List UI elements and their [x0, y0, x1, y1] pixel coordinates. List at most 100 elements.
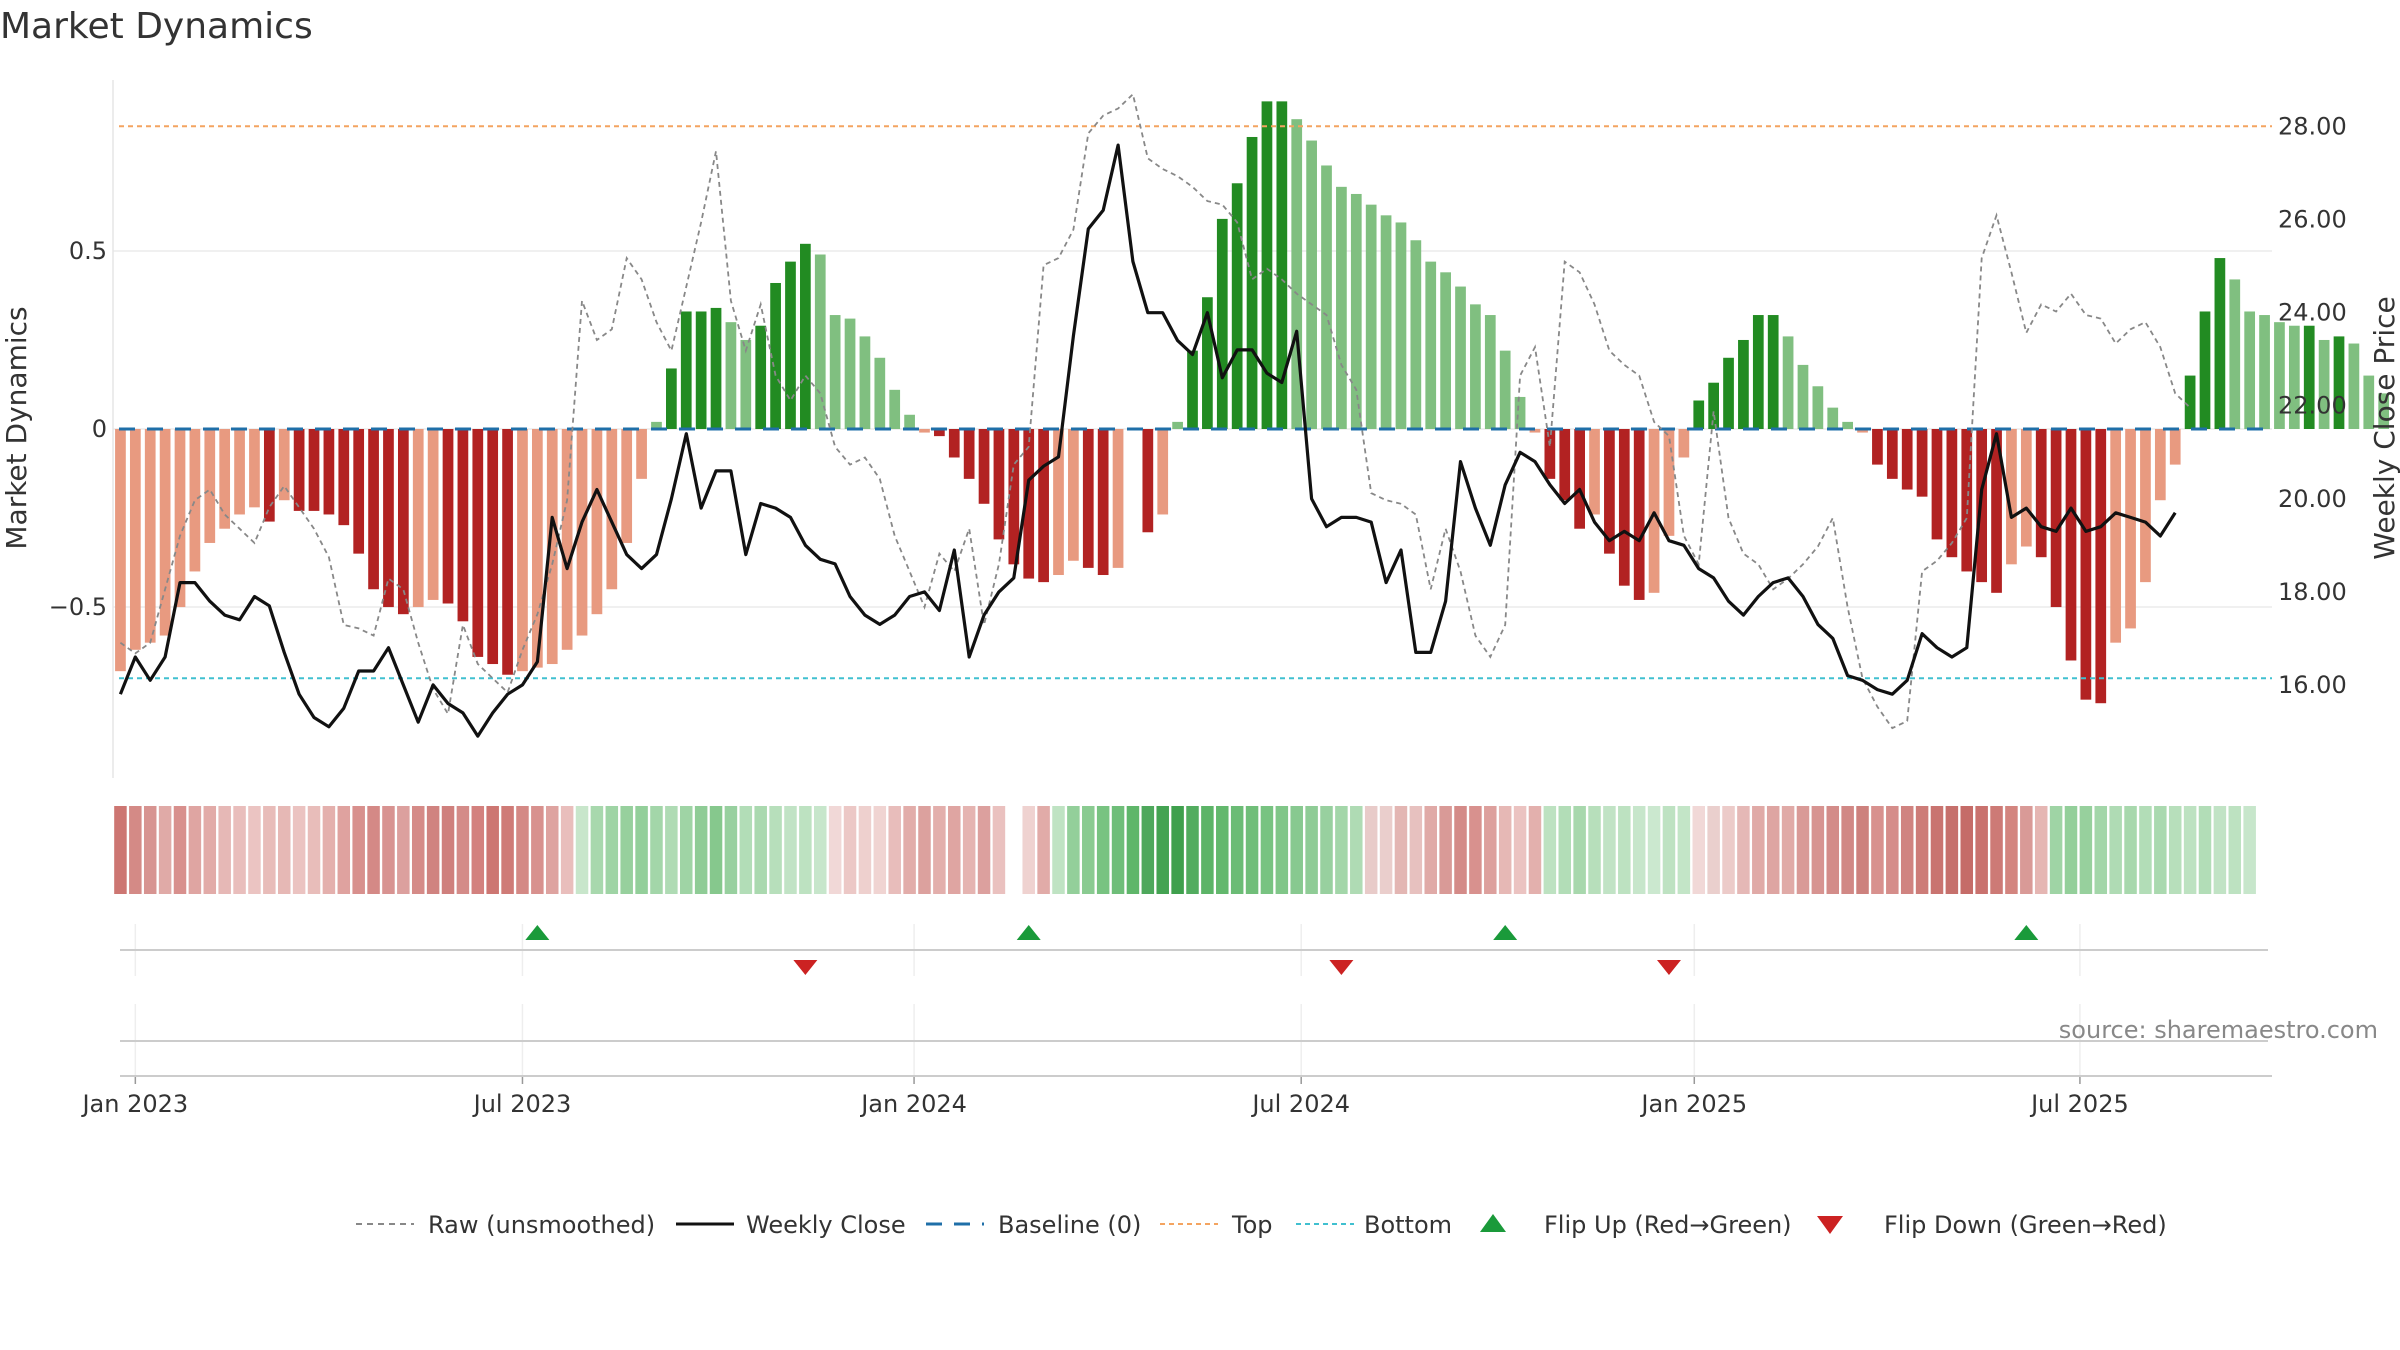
regime-cell — [1141, 806, 1155, 894]
legend-top-label: Top — [1231, 1211, 1273, 1239]
regime-cell — [1394, 806, 1408, 894]
regime-cell — [635, 806, 648, 894]
md-bar — [219, 429, 231, 529]
regime-strip — [114, 806, 2256, 894]
regime-cell — [1275, 806, 1289, 894]
regime-cell — [1915, 806, 1929, 894]
weekly-close-line — [118, 143, 2177, 738]
md-bar — [1559, 429, 1571, 501]
md-bar — [457, 429, 469, 622]
regime-cell — [1290, 806, 1303, 894]
regime-cell — [1082, 806, 1095, 894]
md-bar — [2274, 322, 2285, 429]
md-bar — [115, 429, 126, 672]
regime-cell — [2034, 806, 2048, 894]
regime-cell — [173, 806, 187, 894]
md-bar — [427, 429, 439, 600]
regime-cell — [1335, 806, 1348, 894]
md-bar — [1529, 429, 1541, 433]
md-bar — [710, 307, 722, 429]
regime-cell — [516, 806, 529, 894]
md-bar — [859, 336, 871, 429]
md-bar — [1991, 429, 2002, 593]
md-bar — [1231, 183, 1243, 429]
md-bar — [1097, 429, 1109, 576]
md-bar — [576, 429, 588, 636]
regime-cell — [560, 806, 574, 894]
md-bar — [636, 429, 647, 479]
md-bar — [234, 429, 245, 515]
regime-cell — [843, 806, 857, 894]
regime-cell — [1171, 806, 1184, 894]
md-bar — [1053, 429, 1064, 576]
regime-cell — [1409, 806, 1423, 894]
regime-cell — [486, 806, 499, 894]
md-bar — [561, 429, 573, 650]
regime-cell — [248, 806, 261, 894]
regime-cell — [2124, 806, 2137, 894]
md-bar — [1187, 350, 1198, 429]
md-bar — [531, 429, 543, 668]
md-bar — [2318, 339, 2330, 429]
regime-cell — [203, 806, 217, 894]
regime-cell — [2005, 806, 2018, 894]
md-bar — [606, 429, 618, 590]
md-bar — [159, 429, 171, 636]
left-tick-label: −0.5 — [49, 593, 107, 621]
regime-cell — [1498, 806, 1512, 894]
regime-cell — [1588, 806, 1601, 894]
regime-cell — [1826, 806, 1840, 894]
md-bar — [2169, 429, 2181, 465]
legend-close-label: Weekly Close — [746, 1211, 906, 1239]
md-bar — [487, 429, 499, 665]
regime-cell — [903, 806, 916, 894]
md-bar — [1514, 396, 1526, 429]
md-bar — [442, 429, 454, 604]
right-tick-label: 18.00 — [2278, 578, 2347, 606]
regime-cell — [1975, 806, 1988, 894]
regime-cell — [1945, 806, 1959, 894]
regime-cell — [1305, 806, 1318, 894]
left-axis: 0.5 0 −0.5 — [49, 80, 114, 778]
md-bar — [2303, 325, 2315, 429]
series-lines — [118, 92, 2191, 738]
legend-bottom-label: Bottom — [1364, 1211, 1452, 1239]
regime-cell — [918, 806, 931, 894]
regime-cell — [188, 806, 202, 894]
regime-cell — [263, 806, 276, 894]
regime-cell — [739, 806, 753, 894]
regime-cell — [1692, 806, 1706, 894]
regime-cell — [1230, 806, 1244, 894]
regime-cell — [1886, 806, 1899, 894]
regime-cell — [784, 806, 797, 894]
regime-cell — [769, 806, 782, 894]
flip-up-marker — [1016, 925, 1041, 940]
md-bar — [2006, 429, 2017, 565]
md-bar — [2288, 325, 2300, 429]
x-tick-label: Jul 2024 — [1250, 1090, 1350, 1118]
regime-cell — [1677, 806, 1691, 894]
regime-cell — [2049, 806, 2063, 894]
regime-cell — [1469, 806, 1482, 894]
md-bar — [1723, 357, 1734, 429]
md-bar — [517, 429, 528, 672]
md-bar — [1291, 119, 1303, 430]
md-bar — [2259, 315, 2270, 429]
md-bar — [2035, 429, 2047, 558]
md-bar — [129, 429, 141, 650]
md-bar — [1157, 429, 1169, 515]
md-bar — [1633, 429, 1645, 600]
regime-cell — [694, 806, 708, 894]
md-bar — [2050, 429, 2062, 608]
md-bar — [814, 254, 826, 429]
md-bar — [338, 429, 350, 526]
regime-cell — [799, 806, 812, 894]
right-tick-label: 26.00 — [2278, 206, 2347, 234]
x-tick-label: Jul 2023 — [472, 1090, 572, 1118]
empty-panel — [120, 1004, 2268, 1076]
md-bar — [2140, 429, 2151, 583]
regime-cell — [828, 806, 842, 894]
md-bar — [1857, 429, 1868, 433]
md-bar — [844, 318, 856, 429]
reference-lines — [119, 125, 2272, 680]
